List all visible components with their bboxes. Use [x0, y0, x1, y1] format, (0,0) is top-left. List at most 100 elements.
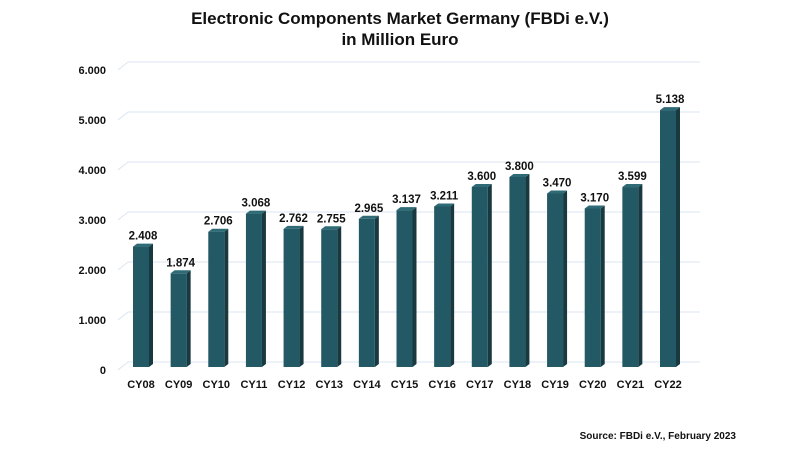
- bar-side: [261, 210, 266, 367]
- bar-cy17: 3.600: [467, 171, 496, 367]
- bar-top: [321, 226, 342, 230]
- bar-front: [170, 273, 187, 367]
- x-tick-label: CY16: [428, 379, 456, 391]
- data-label: 2.755: [317, 213, 346, 225]
- chart-title: Electronic Components Market Germany (FB…: [191, 9, 609, 28]
- bar-top: [170, 270, 191, 274]
- x-tick-label: CY08: [127, 379, 155, 391]
- y-tick-label: 2.000: [78, 265, 106, 277]
- x-tick-label: CY09: [165, 379, 193, 391]
- y-tick-label: 4.000: [78, 165, 106, 177]
- bar-front: [396, 210, 413, 367]
- bar-top: [584, 205, 605, 209]
- data-label: 3.170: [580, 193, 609, 205]
- gridline: [117, 361, 700, 371]
- bar-cy20: 3.170: [580, 193, 609, 367]
- bar-top: [434, 203, 455, 207]
- y-tick-label: 1.000: [78, 315, 106, 327]
- x-tick-label: CY11: [240, 379, 267, 391]
- bar-front: [471, 187, 488, 367]
- gridline: [117, 61, 700, 71]
- bar-cy18: 3.800: [505, 161, 534, 367]
- bar-cy14: 2.965: [354, 203, 384, 367]
- bar-front: [283, 228, 300, 367]
- bar-front: [208, 231, 225, 367]
- bar-cy15: 3.137: [392, 194, 421, 367]
- bar-side: [600, 205, 605, 367]
- bar-side: [525, 174, 530, 367]
- bar-cy19: 3.470: [543, 178, 572, 367]
- bar-side: [224, 228, 229, 367]
- gridline: [117, 261, 700, 271]
- data-label: 3.600: [467, 171, 496, 183]
- bar-front: [547, 193, 564, 367]
- bar-front: [434, 206, 451, 367]
- data-label: 3.137: [392, 194, 421, 206]
- bar-front: [584, 208, 601, 367]
- bar-top: [133, 243, 153, 247]
- bar-cy13: 2.755: [317, 213, 346, 367]
- bar-front: [622, 187, 639, 367]
- x-tick-label: CY20: [579, 379, 607, 391]
- bar-top: [358, 215, 379, 219]
- bar-top: [509, 174, 530, 177]
- x-tick-label: CY13: [315, 379, 343, 391]
- bar-top: [547, 190, 568, 194]
- y-axis: 0 1.000 2.000 3.000 4.000 5.000 6.000: [78, 65, 106, 377]
- x-tick-label: CY12: [278, 379, 306, 391]
- data-label: 2.706: [204, 216, 233, 228]
- bar-side: [337, 226, 342, 367]
- x-tick-label: CY22: [654, 379, 682, 391]
- data-label: 3.211: [430, 190, 459, 202]
- bar-top: [396, 207, 417, 211]
- bar-side: [450, 203, 455, 367]
- bar-top: [208, 228, 229, 232]
- data-label: 3.599: [618, 171, 647, 183]
- gridline: [117, 161, 700, 171]
- data-label: 5.138: [656, 94, 685, 106]
- x-tick-label: CY21: [617, 379, 645, 391]
- bar-side: [412, 207, 417, 367]
- x-tick-label: CY14: [353, 379, 381, 391]
- bar-side: [149, 243, 153, 367]
- data-label: 2.408: [129, 231, 158, 243]
- x-tick-label: CY19: [541, 379, 569, 391]
- data-label: 1.874: [166, 257, 195, 269]
- bar-top: [283, 225, 304, 229]
- bar-front: [245, 213, 262, 367]
- bar-cy12: 2.762: [279, 213, 308, 367]
- bar-cy22: 5.138: [656, 94, 685, 367]
- bar-front: [660, 110, 676, 367]
- bar-side: [638, 184, 643, 367]
- y-tick-label: 3.000: [78, 215, 106, 227]
- gridline: [117, 211, 700, 221]
- bar-cy11: 3.068: [242, 198, 271, 367]
- data-label: 3.800: [505, 161, 534, 173]
- bar-side: [563, 190, 568, 367]
- x-axis: CY08 CY09 CY10 CY11 CY12 CY13 CY14 CY15 CY16 CY17…: [127, 379, 682, 391]
- gridline: [117, 111, 700, 121]
- bar-front: [133, 246, 149, 367]
- bar-side: [299, 225, 304, 367]
- bar-front: [321, 229, 338, 367]
- bar-side: [374, 215, 379, 367]
- bar-side: [186, 270, 191, 367]
- bar-cy10: 2.706: [204, 216, 233, 367]
- data-label: 3.470: [543, 178, 572, 190]
- bar-cy16: 3.211: [430, 190, 459, 367]
- y-tick-label: 6.000: [78, 65, 106, 77]
- gridlines: [117, 61, 700, 371]
- bar-cy09: 1.874: [166, 257, 196, 367]
- source-note: Source: FBDi e.V., February 2023: [580, 431, 737, 442]
- y-tick-label: 0: [100, 365, 106, 377]
- bar-top: [660, 107, 680, 111]
- bar-cy08: 2.408: [129, 231, 158, 367]
- x-tick-label: CY18: [504, 379, 532, 391]
- bar-side: [487, 184, 492, 367]
- bars: 2.408 1.874 2.706 3.068 2.762 2.755 2.965 3.137…: [129, 94, 685, 367]
- gridline: [117, 311, 700, 321]
- chart-subtitle: in Million Euro: [341, 30, 458, 49]
- data-label: 3.068: [242, 198, 271, 210]
- x-tick-label: CY17: [466, 379, 494, 391]
